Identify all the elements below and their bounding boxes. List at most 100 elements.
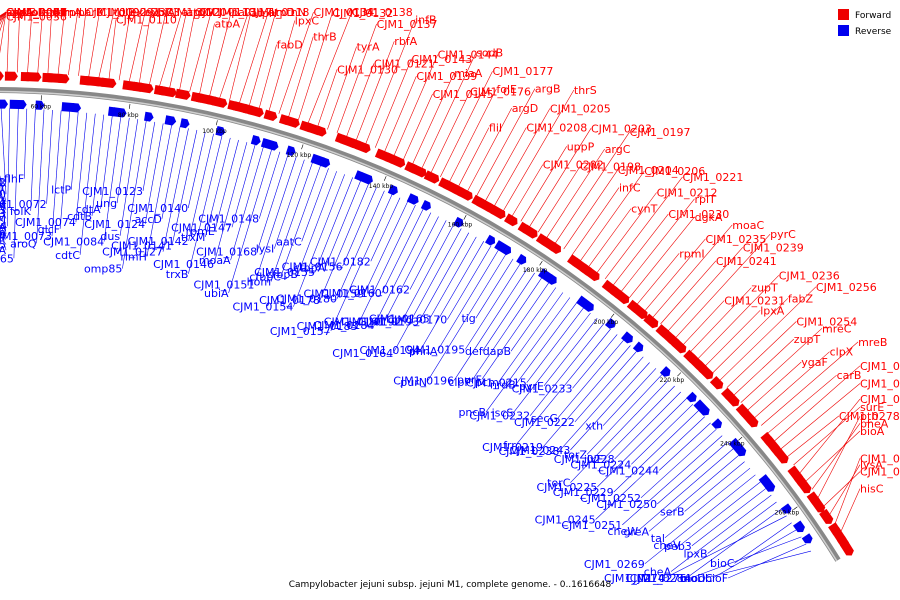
forward-leader-line (159, 11, 183, 87)
forward-gene-feature (263, 109, 278, 122)
forward-gene-label: thrS (574, 84, 597, 97)
forward-gene-label: CJM1_0120 (166, 6, 227, 19)
forward-gene-label: fabD (277, 39, 303, 52)
forward-gene-label: CJM1_0212 (657, 187, 718, 200)
forward-leader-line (139, 11, 152, 84)
forward-gene-feature (503, 213, 518, 227)
reverse-leader-line (301, 168, 329, 242)
scale-tick-label: 240 kbp (720, 441, 745, 448)
reverse-leader-line (574, 350, 638, 423)
reverse-leader-line (447, 245, 492, 320)
reverse-leader-line (426, 254, 507, 383)
forward-gene-label: CJM1_0130 (337, 63, 398, 76)
forward-leader-line (430, 91, 471, 173)
forward-leader-line (298, 13, 333, 120)
reverse-leader-line (613, 410, 700, 493)
reverse-gene-feature (780, 503, 792, 514)
forward-gene-label: cynT (631, 203, 658, 216)
reverse-gene-label: cheA (644, 566, 672, 579)
forward-gene-label: ygaF (801, 356, 828, 369)
forward-gene-label: lpxA (760, 304, 785, 317)
reverse-gene-label: CJM1_0168 (196, 246, 257, 259)
forward-gene-label: zupT (794, 333, 821, 346)
forward-gene-label: parB (78, 6, 104, 19)
forward-gene-label: CJM1_0278 (839, 410, 900, 423)
forward-gene-label: infC (619, 182, 641, 195)
reverse-gene-feature (711, 418, 723, 429)
reverse-gene-feature (546, 274, 557, 285)
legend-reverse-label: Reverse (855, 27, 892, 37)
reverse-leader-line (324, 180, 361, 268)
reverse-gene-label: CJM1_0170 (386, 314, 447, 327)
reverse-gene-label: CJM1_0182 (310, 255, 371, 268)
forward-gene-feature (819, 508, 834, 524)
forward-leader-line (588, 208, 632, 267)
forward-gene-label: moaC (732, 219, 764, 232)
forward-leader-line (78, 11, 87, 76)
forward-gene-label: pheA (860, 417, 889, 430)
forward-gene-label: hisC (860, 483, 884, 496)
forward-gene-label: rplT (695, 193, 717, 206)
reverse-gene-feature (164, 115, 177, 126)
reverse-leader-line (409, 220, 447, 290)
forward-gene-label: zupT (751, 282, 778, 295)
genome-backbone-highlight (0, 90, 838, 562)
forward-gene-label: rplU (64, 6, 87, 19)
forward-leader-line (494, 108, 551, 206)
reverse-gene-feature (580, 298, 594, 312)
forward-gene-label: CJM1_0080 (6, 6, 67, 19)
forward-gene-feature (671, 338, 687, 354)
forward-leader-line (719, 286, 817, 381)
reverse-leader-line (7, 108, 10, 227)
reverse-leader-line (429, 236, 477, 319)
reverse-leader-line (144, 123, 164, 224)
reverse-leader-line (557, 339, 625, 418)
reverse-gene-label: CJM1_0042 (0, 176, 6, 189)
reverse-gene-label: moaA (199, 254, 231, 267)
forward-gene-feature (839, 540, 854, 556)
forward-leader-line (780, 383, 861, 450)
forward-gene-label: CJM1_0036 (6, 11, 67, 24)
reverse-leader-line (103, 116, 122, 242)
reverse-gene-label: CJM1_0274 (604, 572, 665, 585)
reverse-leader-line (70, 111, 79, 190)
forward-gene-label: clpX (830, 346, 854, 359)
reverse-leader-line (381, 208, 424, 294)
forward-leader-line (393, 54, 438, 156)
reverse-gene-label: CJM1_0072 (0, 198, 47, 211)
reverse-gene-label: bioF (705, 572, 728, 585)
reverse-leader-line (465, 263, 521, 350)
forward-leader-line (571, 187, 620, 256)
forward-gene-label: atpD (268, 6, 295, 19)
reverse-leader-line (657, 441, 729, 505)
forward-gene-label: CJM1_0197 (630, 126, 691, 139)
forward-leader-line (823, 471, 861, 507)
forward-leader-line (268, 20, 296, 112)
legend-forward-label: Forward (855, 11, 891, 21)
forward-gene-feature (709, 375, 724, 390)
reverse-gene-label: frr (503, 439, 516, 452)
reverse-leader-line (640, 428, 717, 499)
reverse-leader-line (734, 522, 792, 564)
forward-leader-line (529, 128, 592, 227)
forward-gene-feature (457, 187, 473, 201)
forward-gene-label: argC (605, 143, 631, 156)
forward-gene-label: lysA (860, 459, 883, 472)
forward-gene-label: CJM1_0138 (352, 6, 413, 19)
reverse-gene-feature (801, 533, 813, 544)
forward-leader-line (346, 63, 375, 137)
forward-leader-line (57, 11, 65, 75)
forward-gene-label: CJM1_0044 (6, 6, 67, 19)
forward-leader-line (98, 11, 115, 78)
reverse-gene-feature (632, 341, 644, 353)
forward-gene-label: CJM1_0286 (860, 393, 900, 406)
reverse-gene-label: CJM1_0222 (514, 416, 575, 429)
reverse-gene-label: iscS (492, 407, 514, 420)
reverse-gene-feature (71, 102, 82, 113)
reverse-gene-label: aroQ (10, 237, 37, 250)
forward-gene-label: CJM1_0293 (860, 452, 900, 465)
reverse-gene-label: tig (461, 312, 475, 325)
forward-gene-label: argB (535, 83, 561, 96)
reverse-gene-label: CJM1_0156 (282, 260, 343, 273)
